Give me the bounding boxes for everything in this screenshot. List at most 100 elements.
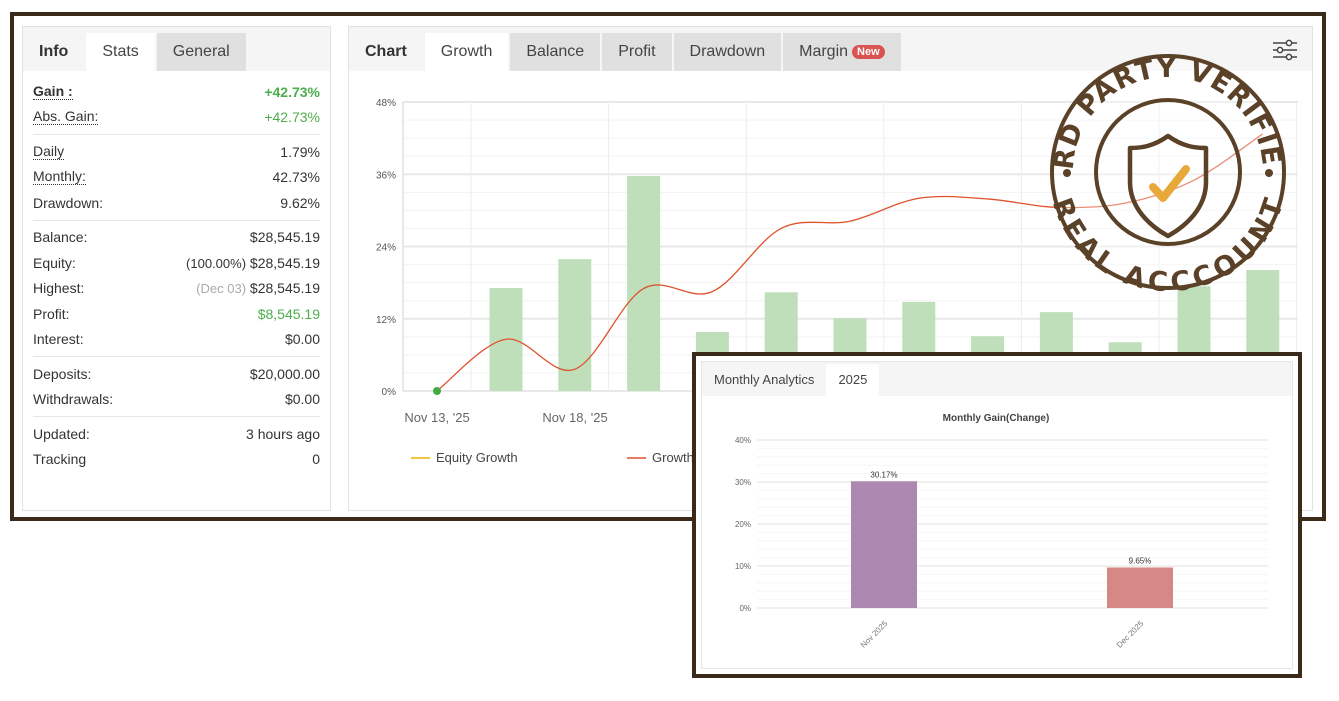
stat-value-text: $28,545.19 xyxy=(249,229,320,246)
stats-group: Gain : +42.73% Abs. Gain: +42.73% xyxy=(33,75,320,135)
stat-value-text: 1.79% xyxy=(280,143,320,160)
tab-general[interactable]: General xyxy=(156,33,246,71)
stat-row: Equity: (100.00%) $28,545.19 xyxy=(33,250,320,276)
stat-label: Updated: xyxy=(33,425,90,442)
y-tick-label: 30% xyxy=(735,478,751,487)
stat-label: Gain : xyxy=(33,82,73,100)
checkmark-icon xyxy=(1149,165,1190,202)
monthly-bar xyxy=(851,481,917,608)
y-tick-label: 10% xyxy=(735,562,751,571)
stat-value: $8,545.19 xyxy=(258,306,320,322)
y-tick-label: 36% xyxy=(376,170,396,181)
stat-value: (100.00%) $28,545.19 xyxy=(186,255,320,271)
stat-value-text: 3 hours ago xyxy=(246,425,320,442)
stat-value: 3 hours ago xyxy=(246,426,320,442)
stat-value-text: $0.00 xyxy=(284,331,320,348)
stat-value: $28,545.19 xyxy=(250,229,320,245)
stat-row: Highest: (Dec 03) $28,545.19 xyxy=(33,276,320,302)
monthly-chart-title: Monthly Gain(Change) xyxy=(943,413,1050,424)
verified-stamp: 3RD PARTY VERIFIED REAL ACCCOUNT xyxy=(1046,50,1289,294)
stat-value-text: +42.73% xyxy=(264,83,320,100)
stat-row: Profit: $8,545.19 xyxy=(33,301,320,327)
stat-label: Abs. Gain: xyxy=(33,108,99,126)
stats-tabs: Info Stats General xyxy=(23,27,330,71)
stat-row: Monthly: 42.73% xyxy=(33,165,320,191)
stat-value-text: $28,545.19 xyxy=(249,254,320,271)
tab-info[interactable]: Info xyxy=(39,43,69,60)
stat-value: $20,000.00 xyxy=(250,366,320,382)
stats-group: Balance: $28,545.19 Equity: (100.00%) $28,5… xyxy=(33,221,320,357)
stat-row: Interest: $0.00 xyxy=(33,327,320,353)
stat-value-text: 0 xyxy=(312,451,320,468)
stats-group: Daily 1.79% Monthly: 42.73% Drawdown: 9.62% xyxy=(33,135,320,221)
stat-row: Gain : +42.73% xyxy=(33,79,320,105)
stat-note: (100.00%) xyxy=(186,255,247,271)
stats-group: Updated: 3 hours ago Tracking 0 xyxy=(33,417,320,476)
chart-tabs: Chart Growth Balance Profit Drawdown Mar… xyxy=(349,27,1312,71)
stat-value-text: $8,545.19 xyxy=(257,305,320,322)
stat-row: Abs. Gain: +42.73% xyxy=(33,105,320,131)
stat-label: Tracking xyxy=(33,451,87,468)
stat-row: Drawdown: 9.62% xyxy=(33,190,320,216)
y-tick-label: 0% xyxy=(382,387,397,398)
stat-label: Daily xyxy=(33,142,65,160)
stat-value-text: $28,545.19 xyxy=(249,280,320,297)
y-tick-label: 24% xyxy=(376,243,396,254)
tab-growth[interactable]: Growth xyxy=(424,33,509,71)
tab-2025[interactable]: 2025 xyxy=(826,364,880,396)
stat-value: 9.62% xyxy=(280,195,320,211)
stat-row: Withdrawals: $0.00 xyxy=(33,387,320,413)
stat-label: Monthly: xyxy=(33,168,86,186)
y-tick-label: 12% xyxy=(376,315,396,326)
growth-line xyxy=(436,133,1263,392)
stat-note: (Dec 03) xyxy=(196,281,247,297)
stats-group: Deposits: $20,000.00 Withdrawals: $0.00 xyxy=(33,357,320,417)
stat-row: Updated: 3 hours ago xyxy=(33,421,320,447)
stat-value: $0.00 xyxy=(285,331,320,347)
sliders-icon[interactable] xyxy=(1272,39,1298,61)
stat-value: +42.73% xyxy=(264,84,320,100)
stat-value: 1.79% xyxy=(280,144,320,160)
shield-icon xyxy=(1127,133,1209,239)
new-badge: New xyxy=(852,45,885,59)
tab-drawdown[interactable]: Drawdown xyxy=(673,33,782,71)
monthly-bar xyxy=(1107,567,1173,608)
bar-value-label: 30.17% xyxy=(870,470,897,479)
tab-stats[interactable]: Stats xyxy=(86,33,155,71)
stat-label: Balance: xyxy=(33,229,88,246)
stat-value: 0 xyxy=(312,451,320,467)
stat-row: Balance: $28,545.19 xyxy=(33,225,320,251)
stat-value: +42.73% xyxy=(264,109,320,125)
bar-value-label: 9.65% xyxy=(1129,556,1152,565)
tab-margin[interactable]: Margin New xyxy=(783,33,901,71)
stat-row: Daily 1.79% xyxy=(33,139,320,165)
stat-label: Interest: xyxy=(33,331,84,348)
stat-value-text: +42.73% xyxy=(264,109,320,126)
stat-label: Deposits: xyxy=(33,365,92,382)
stat-label: Withdrawals: xyxy=(33,391,114,408)
stat-label: Profit: xyxy=(33,305,70,322)
x-tick-label: Dec 2025 xyxy=(1115,619,1146,650)
growth-bar xyxy=(627,176,661,391)
start-point xyxy=(433,387,441,395)
stat-value: (Dec 03) $28,545.19 xyxy=(196,280,320,296)
legend-growth: Growth xyxy=(652,450,694,465)
y-tick-label: 0% xyxy=(739,604,751,613)
stat-value: 42.73% xyxy=(273,169,320,185)
stat-value-text: 42.73% xyxy=(272,169,320,186)
y-tick-label: 40% xyxy=(735,436,751,445)
y-tick-label: 20% xyxy=(735,520,751,529)
stats-list: Gain : +42.73% Abs. Gain: +42.73% Daily 1.79%… xyxy=(23,71,330,476)
x-tick-label: Nov 2025 xyxy=(859,619,890,650)
stat-label: Equity: xyxy=(33,254,76,271)
stat-row: Deposits: $20,000.00 xyxy=(33,361,320,387)
stat-label: Drawdown: xyxy=(33,194,104,211)
tab-monthly-analytics[interactable]: Monthly Analytics xyxy=(714,372,815,387)
stat-label: Highest: xyxy=(33,280,85,297)
tab-profit[interactable]: Profit xyxy=(602,33,672,71)
stat-value-text: $0.00 xyxy=(284,391,320,408)
stat-value-text: $20,000.00 xyxy=(249,365,320,382)
tab-balance[interactable]: Balance xyxy=(510,33,601,71)
stat-row: Tracking 0 xyxy=(33,447,320,473)
tab-chart[interactable]: Chart xyxy=(365,43,407,60)
